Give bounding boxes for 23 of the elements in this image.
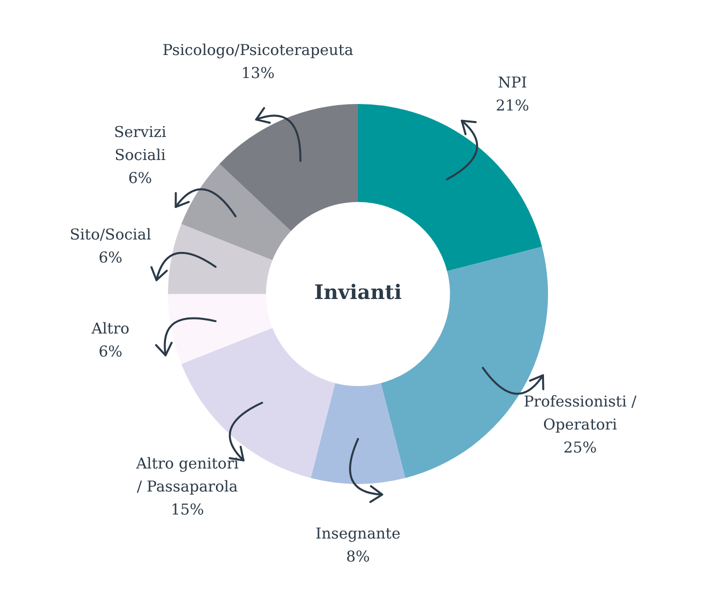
- slice-label: NPI: [498, 73, 528, 92]
- slice-label: Servizi Sociali: [114, 122, 167, 164]
- slice-label: Altro: [90, 320, 130, 338]
- slice-label: Insegnante: [316, 524, 401, 542]
- donut-slice: [181, 164, 291, 260]
- slice-label: Altro genitori / Passaparola: [135, 454, 239, 496]
- slice-label: Sito/Social: [70, 225, 152, 244]
- slice-label: Psicologo/Psicoterapeuta: [162, 41, 354, 60]
- donut-slice: [168, 294, 272, 364]
- donut-slice: [168, 224, 272, 294]
- donut-slice: [310, 383, 406, 484]
- donut-slice: [181, 328, 336, 478]
- donut-slice: [219, 104, 358, 232]
- text: Invianti: [314, 280, 402, 304]
- data-label: 6%: [98, 248, 122, 266]
- data-label: 8%: [346, 547, 370, 566]
- data-label: 13%: [241, 64, 275, 82]
- data-label: 15%: [170, 500, 204, 518]
- data-label: 21%: [496, 96, 530, 114]
- data-label: 6%: [128, 168, 152, 187]
- slice-label: Professionisti / Operatori: [524, 392, 638, 434]
- data-label: 25%: [563, 438, 597, 456]
- data-label: 6%: [98, 342, 122, 361]
